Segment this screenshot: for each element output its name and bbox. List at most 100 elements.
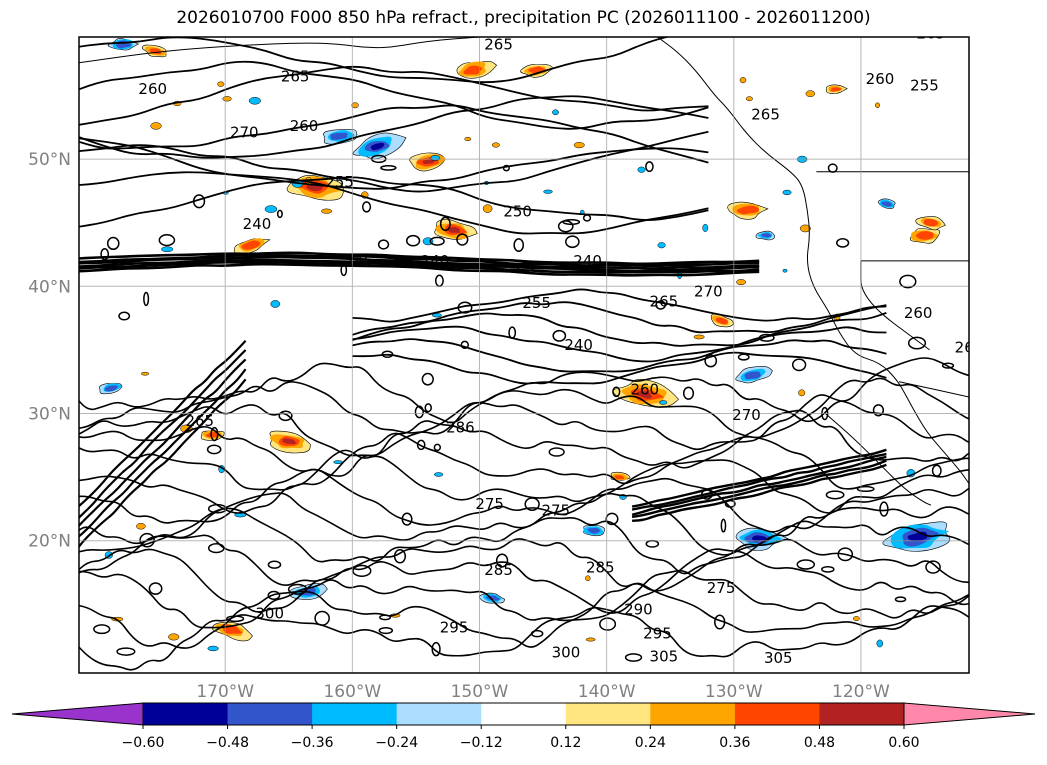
contour-loop <box>758 333 775 342</box>
contour-loop <box>393 549 407 564</box>
mid-contour <box>352 325 887 363</box>
contour-label: 305 <box>764 649 793 667</box>
map-background <box>79 37 969 673</box>
precip-speck <box>321 208 333 214</box>
precip-speck <box>543 189 553 194</box>
contour-label: 286 <box>446 419 475 437</box>
contour-loop <box>278 410 293 422</box>
north-contour <box>79 65 709 126</box>
baja-coastline <box>824 413 932 506</box>
contour-loop <box>361 201 372 213</box>
precip-cell-11 <box>909 227 941 244</box>
contour-loop <box>106 236 120 251</box>
precip-cell-19 <box>107 38 140 51</box>
contour-loop <box>530 629 544 638</box>
contour-loop <box>421 372 434 386</box>
contour-loop <box>791 358 807 372</box>
front-contour <box>631 448 887 508</box>
graticule <box>79 37 969 673</box>
precip-speck <box>351 102 359 109</box>
precip-speck <box>136 523 146 530</box>
contour-loop <box>612 386 621 398</box>
contour-loop <box>139 532 155 548</box>
map-title: 2026010700 F000 850 hPa refract., precip… <box>176 8 871 28</box>
contour-loop <box>700 489 713 500</box>
lat-label: 30°N <box>28 405 71 425</box>
contour-loop <box>378 627 394 635</box>
contour-loop <box>118 311 131 321</box>
contour-label: 265 <box>650 293 679 311</box>
contour-loop <box>931 464 942 477</box>
jet-contour <box>79 251 760 266</box>
lon-label: 170°W <box>196 682 254 702</box>
contour-loop <box>340 263 348 277</box>
contour-loop <box>439 216 451 232</box>
north-america-coastline <box>657 37 969 484</box>
colorbar-swatch <box>819 703 905 725</box>
contour-label: 260 <box>630 380 659 398</box>
lon-label: 120°W <box>832 682 890 702</box>
contour-loop <box>645 161 654 173</box>
contour-loop <box>380 164 397 171</box>
front-contour <box>631 452 887 511</box>
precip-speck <box>693 334 705 340</box>
contour-label: 270 <box>732 406 761 424</box>
subtropical-contour <box>79 507 969 575</box>
contour-loop <box>856 485 875 493</box>
contour-loop <box>210 426 219 442</box>
contour-loop <box>456 233 469 246</box>
colorbar-tick-label: −0.48 <box>206 735 249 751</box>
precip-speck <box>657 242 666 249</box>
front-contour <box>631 459 887 519</box>
colorbar-swatch <box>650 703 736 725</box>
colorbar-tick-label: −0.24 <box>375 735 418 751</box>
contour-label: 265 <box>917 24 946 42</box>
subtropical-contour <box>79 394 969 457</box>
longitude-labels: 170°W 160°W 150°W 140°W 130°W 120°W <box>196 682 890 702</box>
latitude-labels: 50°N 40°N 30°N 20°N <box>28 150 71 552</box>
precip-cell-16 <box>825 84 848 94</box>
precip-cell-17 <box>352 132 407 160</box>
contour-loop <box>582 214 592 222</box>
contour-label: 295 <box>440 618 469 636</box>
contour-label: 240 <box>573 252 602 270</box>
west-contour <box>79 358 247 528</box>
contour-label: 240 <box>421 252 450 270</box>
contour-loop <box>899 274 917 289</box>
colorbar <box>11 702 1036 726</box>
contour-loop <box>457 301 473 314</box>
contour-loop <box>267 590 281 600</box>
colorbar-swatch <box>143 703 229 725</box>
precip-cell-14 <box>610 471 631 481</box>
colorbar-swatch <box>565 703 651 725</box>
contour-loop <box>148 582 163 595</box>
colorbar-swatch <box>227 703 313 725</box>
contour-loop <box>381 350 394 358</box>
contour-loop <box>424 403 432 413</box>
precip-speck <box>430 155 441 161</box>
precip-speck <box>222 96 232 102</box>
colorbar-tick-label: 0.36 <box>719 735 750 751</box>
contour-label: 260 <box>904 304 933 322</box>
contour-loop <box>116 647 136 656</box>
north-contour <box>79 60 709 130</box>
contour-label: 260 <box>138 80 167 98</box>
colorbar-over-extension <box>903 702 1036 726</box>
precip-cell-1 <box>233 238 271 256</box>
contour-label: 270 <box>694 282 723 300</box>
lon-label: 160°W <box>323 682 381 702</box>
colorbar-swatch <box>481 703 567 725</box>
lat-label: 40°N <box>28 277 71 297</box>
colorbar-tick-label: −0.60 <box>122 735 165 751</box>
colorbar-tick-label: 0.12 <box>550 735 581 751</box>
contour-label: 245 <box>344 252 373 270</box>
contour-loop <box>352 564 372 577</box>
contour-loop <box>796 559 816 570</box>
precip-speck <box>798 389 806 397</box>
precip-speck <box>482 204 493 213</box>
north-contour <box>79 104 709 164</box>
colorbar-swatch <box>312 703 398 725</box>
contour-loop <box>401 512 413 526</box>
contour-label: 250 <box>503 202 532 220</box>
contour-loop <box>548 447 565 457</box>
